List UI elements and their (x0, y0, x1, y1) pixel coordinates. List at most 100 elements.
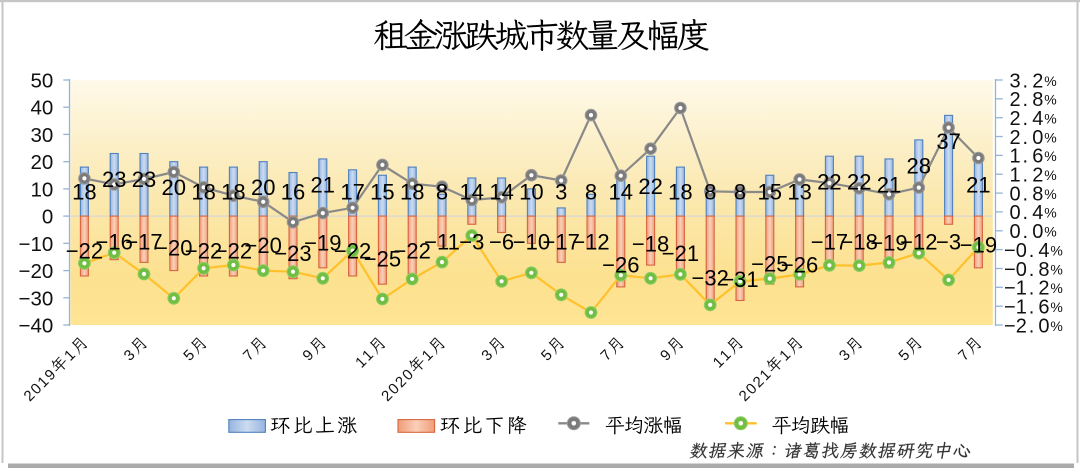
svg-text:16: 16 (281, 179, 305, 204)
svg-text:0: 0 (1010, 202, 1021, 224)
svg-text:%: % (1044, 92, 1056, 108)
svg-text:6: 6 (1032, 146, 1043, 168)
svg-text:−10: −10 (513, 230, 550, 255)
svg-text:%: % (1050, 280, 1062, 296)
svg-text:−32: −32 (692, 266, 729, 291)
svg-text:20: 20 (162, 175, 186, 200)
svg-text:−18: −18 (841, 230, 878, 255)
svg-text:%: % (1050, 261, 1062, 277)
svg-text:13: 13 (787, 179, 811, 204)
svg-text:−10: −10 (19, 233, 54, 256)
svg-text:−17: −17 (125, 230, 162, 255)
svg-text:.: . (1023, 70, 1029, 92)
svg-text:2: 2 (1038, 278, 1049, 300)
svg-text:14: 14 (460, 179, 484, 204)
svg-text:3: 3 (836, 347, 854, 365)
svg-text:3: 3 (121, 347, 139, 365)
svg-text:−3: −3 (459, 230, 484, 255)
svg-text:.: . (1023, 221, 1029, 243)
svg-text:0: 0 (1010, 183, 1021, 205)
svg-text:15: 15 (370, 179, 394, 204)
svg-text:−20: −20 (245, 233, 282, 258)
svg-text:21: 21 (311, 172, 335, 197)
svg-text:40: 40 (30, 97, 53, 120)
svg-text:14: 14 (609, 179, 633, 204)
svg-text:0: 0 (1038, 315, 1049, 337)
svg-text:−: − (1004, 315, 1016, 337)
svg-text:.: . (1023, 146, 1029, 168)
svg-text:.: . (1029, 297, 1035, 319)
svg-text:0: 0 (1032, 127, 1043, 149)
svg-text:−25: −25 (364, 247, 401, 272)
svg-text:2: 2 (1010, 89, 1021, 111)
svg-text:%: % (1044, 224, 1056, 240)
svg-text:−12: −12 (900, 230, 937, 255)
svg-text:.: . (1023, 108, 1029, 130)
svg-text:0: 0 (1016, 259, 1027, 281)
svg-text:30: 30 (30, 124, 53, 147)
svg-text:−21: −21 (662, 241, 699, 266)
svg-text:50: 50 (30, 70, 53, 93)
svg-text:9: 9 (299, 347, 317, 365)
svg-text:.: . (1029, 315, 1035, 337)
svg-text:0: 0 (42, 206, 53, 229)
svg-text:18: 18 (668, 179, 692, 204)
svg-text:.: . (1023, 165, 1029, 187)
svg-text:1: 1 (1016, 297, 1027, 319)
svg-text:.: . (1023, 202, 1029, 224)
svg-text:%: % (1044, 73, 1056, 89)
svg-text:−22: −22 (185, 239, 222, 264)
svg-text:1: 1 (1010, 146, 1021, 168)
svg-text:.: . (1023, 183, 1029, 205)
svg-text:%: % (1050, 299, 1062, 315)
svg-text:4: 4 (1032, 202, 1043, 224)
svg-text:%: % (1044, 111, 1056, 127)
svg-text:−17: −17 (543, 230, 580, 255)
svg-text:8: 8 (1032, 89, 1043, 111)
svg-text:7: 7 (597, 347, 615, 365)
svg-text:18: 18 (400, 179, 424, 204)
svg-text:−25: −25 (751, 251, 788, 276)
svg-text:21: 21 (966, 172, 990, 197)
svg-text:%: % (1044, 205, 1056, 221)
svg-text:17: 17 (340, 179, 364, 204)
svg-text:.: . (1029, 259, 1035, 281)
svg-text:8: 8 (704, 179, 716, 204)
svg-text:−22: −22 (66, 239, 103, 264)
svg-text:−31: −31 (721, 267, 758, 292)
svg-text:23: 23 (132, 167, 156, 192)
svg-text:18: 18 (191, 179, 215, 204)
svg-text:20: 20 (30, 151, 53, 174)
svg-text:7: 7 (955, 347, 973, 365)
svg-text:%: % (1050, 242, 1062, 258)
svg-text:−20: −20 (155, 236, 192, 261)
svg-text:.: . (1023, 127, 1029, 149)
svg-text:−3: −3 (936, 230, 961, 255)
svg-text:5: 5 (180, 347, 198, 365)
svg-text:−11: −11 (424, 230, 460, 255)
svg-text:−23: −23 (274, 241, 311, 266)
svg-text:20: 20 (251, 175, 275, 200)
svg-text:0: 0 (1010, 221, 1021, 243)
svg-text:8: 8 (436, 179, 448, 204)
svg-text:−: − (1004, 259, 1016, 281)
svg-text:−26: −26 (602, 252, 639, 277)
svg-text:7: 7 (240, 347, 258, 365)
svg-text:1: 1 (1016, 278, 1027, 300)
svg-text:8: 8 (1032, 183, 1043, 205)
svg-text:0: 0 (1016, 240, 1027, 262)
svg-text:22: 22 (847, 170, 871, 195)
svg-text:−17: −17 (811, 230, 848, 255)
svg-text:10: 10 (519, 179, 543, 204)
svg-text:−19: −19 (960, 232, 997, 257)
svg-text:%: % (1050, 318, 1062, 334)
svg-text:14: 14 (489, 179, 513, 204)
svg-text:−12: −12 (572, 230, 609, 255)
svg-text:.: . (1029, 278, 1035, 300)
svg-text:%: % (1044, 148, 1056, 164)
svg-text:10: 10 (30, 178, 53, 201)
svg-text:2: 2 (1032, 165, 1043, 187)
svg-text:1: 1 (1010, 165, 1021, 187)
svg-text:8: 8 (1038, 259, 1049, 281)
svg-text:6: 6 (1038, 297, 1049, 319)
